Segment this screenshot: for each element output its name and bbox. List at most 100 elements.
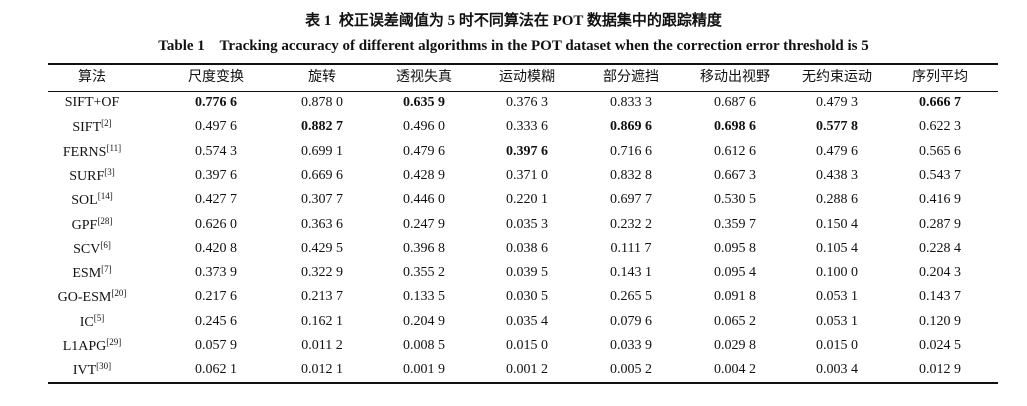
value-cell: 0.012 9 [919,362,961,378]
value-cell: 0.035 3 [506,216,548,232]
value-cell: 0.496 0 [403,119,445,135]
value-cell: 0.265 5 [610,289,652,305]
value-cell: 0.120 9 [919,313,961,329]
value-cell: 0.035 4 [506,313,548,329]
value-cell: 0.882 7 [301,119,343,135]
value-cell: 0.574 3 [195,143,237,159]
value-cell: 0.716 6 [610,143,652,159]
method-cell: IC[5] [80,312,105,330]
value-cell: 0.100 0 [816,265,858,281]
value-cell: 0.079 6 [610,313,652,329]
method-cell: ESM[7] [72,265,111,281]
method-name: GPF [71,217,98,233]
value-cell: 0.355 2 [403,265,445,281]
method-cell: IVT[30] [73,362,111,378]
value-cell: 0.008 5 [403,338,445,353]
value-cell: 0.438 3 [816,167,858,183]
value-cell: 0.033 9 [610,338,652,353]
value-cell: 0.371 0 [506,167,548,183]
header-cell: 序列平均 [912,70,968,85]
value-cell: 0.150 4 [816,216,858,232]
value-cell: 0.666 7 [919,95,961,110]
header-cell: 尺度变换 [188,70,244,85]
value-cell: 0.322 9 [301,265,343,281]
value-cell: 0.143 1 [610,265,652,281]
method-name: ESM [72,266,102,282]
value-cell: 0.687 6 [714,95,756,110]
value-cell: 0.012 1 [301,362,343,378]
value-cell: 0.667 3 [714,167,756,183]
value-cell: 0.143 7 [919,289,961,305]
value-cell: 0.039 5 [506,265,548,281]
value-cell: 0.287 9 [919,216,961,232]
caption-zh: 表 1 校正误差阈值为 5 时不同算法在 POT 数据集中的跟踪精度 [0,9,1027,30]
method-cell: L1APG[29] [63,338,122,354]
value-cell: 0.111 7 [610,240,652,256]
method-name: GO-ESM [57,290,112,306]
header-cell: 移动出视野 [700,70,770,85]
top-rule [48,63,998,65]
caption-label: Table 1 [158,38,205,54]
value-cell: 0.217 6 [195,289,237,305]
value-cell: 0.162 1 [301,313,343,329]
value-cell: 0.029 8 [714,338,756,353]
value-cell: 0.530 5 [714,192,756,208]
caption-en: Table 1 Tracking accuracy of different a… [0,38,1027,55]
value-cell: 0.001 2 [506,362,548,378]
method-name: L1APG [62,339,107,354]
value-cell: 0.479 3 [816,95,858,110]
method-name: SIFT+OF [64,95,120,110]
value-cell: 0.015 0 [506,338,548,353]
value-cell: 0.543 7 [919,167,961,183]
value-cell: 0.776 6 [195,95,237,110]
method-name: SIFT [72,120,102,136]
value-cell: 0.003 4 [816,362,858,378]
value-cell: 0.698 6 [714,119,756,135]
value-cell: 0.057 9 [195,338,237,353]
value-cell: 0.004 2 [714,362,756,378]
value-cell: 0.091 8 [714,289,756,305]
caption-title: 校正误差阈值为 5 时不同算法在 POT 数据集中的跟踪精度 [338,13,722,29]
value-cell: 0.333 6 [506,119,548,135]
reference: [28] [97,215,113,226]
reference: [2] [101,118,112,129]
value-cell: 0.833 3 [610,95,652,110]
value-cell: 0.565 6 [919,143,961,159]
value-cell: 0.105 4 [816,240,858,256]
value-cell: 0.397 6 [195,167,237,183]
value-cell: 0.005 2 [610,362,652,378]
value-cell: 0.220 1 [506,192,548,208]
method-cell: SIFT[2] [72,119,111,135]
value-cell: 0.053 1 [816,289,858,305]
value-cell: 0.373 9 [195,265,237,281]
value-cell: 0.001 9 [403,362,445,378]
value-cell: 0.397 6 [506,143,548,159]
reference: [11] [106,142,122,153]
method-name: IVT [72,363,97,379]
method-cell: GPF[28] [71,215,113,233]
value-cell: 0.011 2 [301,338,343,353]
caption-title: Tracking accuracy of different algorithm… [219,38,869,54]
value-cell: 0.053 1 [816,313,858,329]
value-cell: 0.416 9 [919,192,961,208]
value-cell: 0.376 3 [506,95,548,110]
value-cell: 0.024 5 [919,338,961,353]
caption-label: 表 1 [305,13,332,29]
value-cell: 0.622 3 [919,119,961,135]
method-name: FERNS [62,144,107,160]
reference: [20] [111,288,127,299]
method-cell: SURF[3] [69,167,115,184]
value-cell: 0.699 1 [301,143,343,159]
value-cell: 0.428 9 [403,167,445,183]
value-cell: 0.669 6 [301,167,343,183]
value-cell: 0.479 6 [403,143,445,159]
value-cell: 0.612 6 [714,143,756,159]
method-cell: SOL[14] [71,192,112,208]
method-cell: FERNS[11] [62,142,122,160]
value-cell: 0.869 6 [610,119,652,135]
reference: [5] [93,312,105,323]
value-cell: 0.095 4 [714,265,756,281]
value-cell: 0.030 5 [506,289,548,305]
header-cell: 运动模糊 [499,70,555,85]
